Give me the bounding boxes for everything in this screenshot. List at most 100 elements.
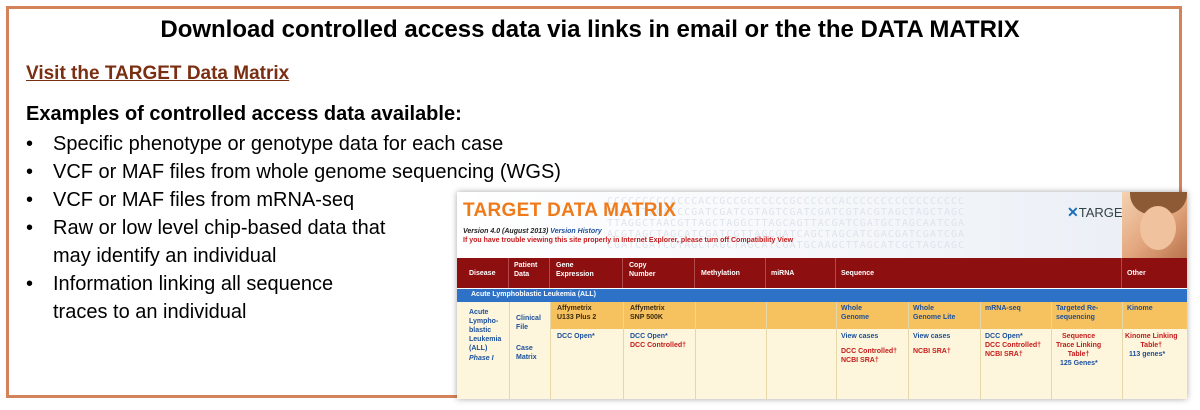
bullet-icon: • [26,161,34,183]
header-divider [622,258,623,288]
disease-row: Acute Lymphoblastic Leukemia (ALL) [457,288,1187,302]
platform-band [1052,302,1122,329]
kinome-label: Kinome [1127,305,1153,312]
header-divider [694,258,695,288]
list-item: • VCF or MAF files from whole genome seq… [26,158,561,186]
data-matrix-screenshot[interactable]: CCCCCCCCCACCCACCGCCGCCCCCCGCCCCCCACCCCCC… [457,192,1187,399]
gene-dcc-open-link[interactable]: DCC Open* [557,333,595,340]
disease-phase: Phase I [469,355,494,362]
photo-hair [1130,192,1187,214]
links-band [551,329,623,399]
bullet-icon: • [26,133,34,155]
whole-genome-lite-ncbi-sra-link[interactable]: NCBI SRA† [913,348,951,355]
bullet-icon: • [26,217,34,239]
links-band [767,329,836,399]
photo-face [1140,206,1176,250]
patient-data-cell: Clinical File Case Matrix [510,302,550,399]
whole-genome-lite-label: Whole Genome Lite [913,305,956,321]
child-photo [1122,192,1187,258]
version-text: Version 4.0 (August 2013) [463,228,549,235]
mrna-seq-cell: mRNA-seq DCC Open* DCC Controlled† NCBI … [981,302,1051,399]
matrix-version: Version 4.0 (August 2013) Version Histor… [463,228,602,235]
bullet-text: Specific phenotype or genotype data for … [53,133,504,155]
platform-band [696,302,766,329]
column-divider [509,302,510,399]
whole-genome-view-cases-link[interactable]: View cases [841,333,879,340]
disease-cell: Acute Lympho- blastic Leukemia (ALL) Pha… [457,302,509,399]
data-matrix-link[interactable]: Visit the TARGET Data Matrix [26,63,290,84]
mirna-cell [767,302,836,399]
examples-heading: Examples of controlled access data avail… [26,103,462,125]
copy-dcc-controlled-link[interactable]: DCC Controlled† [630,342,686,349]
list-item: • Specific phenotype or genotype data fo… [26,130,561,158]
copy-number-cell: Affymetrix SNP 500K DCC Open* DCC Contro… [624,302,695,399]
bullet-list: • Specific phenotype or genotype data fo… [26,130,561,326]
links-band [981,329,1051,399]
whole-genome-lite-view-cases-link[interactable]: View cases [913,333,951,340]
header-patient-data: Patient Data [514,262,538,278]
matrix-header-row: Disease Patient Data Gene Expression Cop… [457,258,1187,288]
target-logo-icon: ✕ [1067,204,1079,220]
links-band [696,329,766,399]
header-gene-expression: Gene Expression [556,262,594,278]
bullet-text: VCF or MAF files from whole genome seque… [53,161,561,183]
bullet-text: Raw or low level chip-based data that [53,217,386,239]
header-methylation: Methylation [701,270,740,277]
header-divider [549,258,550,288]
matrix-title: TARGET DATA MATRIX [463,200,677,221]
sequence-trace-linking-table-link[interactable]: Sequence Trace Linking Table† [1056,333,1102,358]
matrix-body: Acute Lympho- blastic Leukemia (ALL) Pha… [457,302,1187,399]
column-divider [836,302,837,399]
bullet-icon: • [26,273,34,295]
column-divider [695,302,696,399]
bullet-text: Information linking all sequence [53,273,334,295]
kinome-genes-link[interactable]: 113 genes* [1129,351,1166,358]
header-disease: Disease [469,270,496,277]
clinical-file-link[interactable]: Clinical File [516,315,541,331]
links-band [837,329,908,399]
kinome-linking-table-link[interactable]: Kinome Linking Table† [1125,333,1178,349]
column-divider [908,302,909,399]
header-copy-number: Copy Number [629,262,656,278]
mrna-seq-ncbi-sra-link[interactable]: NCBI SRA† [985,351,1023,358]
platform-band [624,302,695,329]
mrna-seq-dcc-open-link[interactable]: DCC Open* [985,333,1023,340]
page-title: Download controlled access data via link… [160,16,1020,43]
platform-band [909,302,980,329]
list-item: • Raw or low level chip-based data that … [26,214,561,270]
header-mirna: miRNA [771,270,795,277]
platform-band [767,302,836,329]
targeted-resequencing-label: Targeted Re- sequencing [1056,305,1099,321]
platform-band [1123,302,1187,329]
platform-band [837,302,908,329]
whole-genome-dcc-controlled-link[interactable]: DCC Controlled† [841,348,897,355]
list-item: • VCF or MAF files from mRNA-seq [26,186,561,214]
bullet-icon: • [26,189,34,211]
whole-genome-cell: Whole Genome View cases DCC Controlled† … [837,302,908,399]
header-sequence: Sequence [841,270,875,277]
target-logo: ✕TARGET [1067,204,1131,221]
whole-genome-lite-cell: Whole Genome Lite View cases NCBI SRA† [909,302,980,399]
links-band [624,329,695,399]
copy-dcc-open-link[interactable]: DCC Open* [630,333,668,340]
gene-platform: Affymetrix U133 Plus 2 [557,305,597,321]
bullet-text: VCF or MAF files from mRNA-seq [53,189,355,211]
disease-row-label: Acute Lymphoblastic Leukemia (ALL) [471,291,596,298]
version-history-link[interactable]: Version History [550,228,602,235]
targeted-genes-link[interactable]: 125 Genes* [1060,360,1098,367]
platform-band [981,302,1051,329]
dna-sequence-background: CCCCCCCCCACCCACCGCCGCCCCCCGCCCCCCACCCCCC… [607,196,966,251]
mrna-seq-dcc-controlled-link[interactable]: DCC Controlled† [985,342,1041,349]
gene-expression-cell: Affymetrix U133 Plus 2 DCC Open* [551,302,623,399]
whole-genome-ncbi-sra-link[interactable]: NCBI SRA† [841,357,879,364]
column-divider [623,302,624,399]
disease-name[interactable]: Acute Lympho- blastic Leukemia (ALL) [469,309,502,352]
header-divider [1121,258,1122,288]
column-divider [766,302,767,399]
mrna-seq-label: mRNA-seq [985,305,1021,312]
bullet-text-continued: traces to an individual [53,301,247,323]
copy-platform: Affymetrix SNP 500K [630,305,665,321]
case-matrix-link[interactable]: Case Matrix [516,345,537,361]
column-divider [1122,302,1123,399]
header-divider [765,258,766,288]
